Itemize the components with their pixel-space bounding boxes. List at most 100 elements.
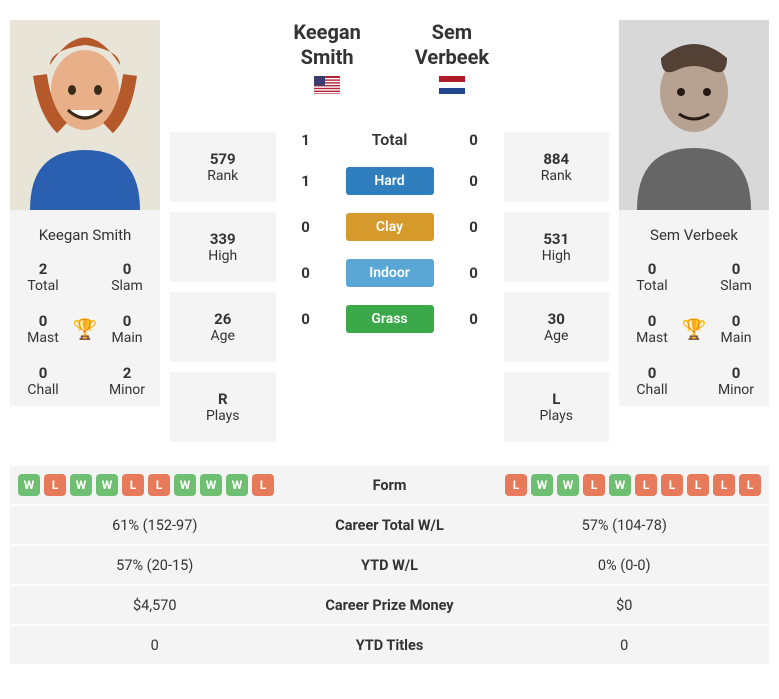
p1-value: $4,570 bbox=[10, 589, 300, 622]
player2-photo[interactable] bbox=[619, 20, 769, 210]
nl-flag-icon bbox=[439, 76, 465, 94]
row-career-total-w-l: 61% (152-97) Career Total W/L 57% (104-7… bbox=[10, 506, 769, 546]
p1-minor: 2Minor bbox=[102, 364, 152, 398]
player1-heading[interactable]: Keegan Smith bbox=[286, 20, 369, 94]
p2-mast: 0Mast bbox=[627, 312, 677, 346]
comparison-table: WLWWLLWWWL Form LWWLWLLLLL 61% (152-97) … bbox=[10, 466, 769, 666]
p1-main: 0Main bbox=[102, 312, 152, 346]
p2-total: 0Total bbox=[627, 260, 677, 294]
p1-chall: 0Chall bbox=[18, 364, 68, 398]
p1-grass-h2h: 0 bbox=[286, 310, 326, 328]
h2h-hard-row: 1 Hard 0 bbox=[286, 167, 494, 195]
form-win-chip[interactable]: W bbox=[18, 474, 40, 496]
row-career-prize-money: $4,570 Career Prize Money $0 bbox=[10, 586, 769, 626]
p1-rank: 579Rank bbox=[170, 132, 276, 202]
p2-grass-h2h: 0 bbox=[454, 310, 494, 328]
p2-total-h2h: 0 bbox=[454, 131, 494, 149]
player1-titles-grid: 2Total 0Slam 0Mast 🏆 0Main 0Chall 2Minor bbox=[18, 260, 152, 398]
form-win-chip[interactable]: W bbox=[531, 474, 553, 496]
h2h-total-row: 1 Total 0 bbox=[286, 130, 494, 149]
form-loss-chip[interactable]: L bbox=[44, 474, 66, 496]
hard-surface-pill[interactable]: Hard bbox=[346, 167, 434, 195]
form-loss-chip[interactable]: L bbox=[739, 474, 761, 496]
row-ytd-titles: 0 YTD Titles 0 bbox=[10, 626, 769, 666]
grass-surface-pill[interactable]: Grass bbox=[346, 305, 434, 333]
p2-hard-h2h: 0 bbox=[454, 172, 494, 190]
player2-name[interactable]: Sem Verbeek bbox=[627, 226, 761, 244]
p2-value: 0 bbox=[480, 629, 770, 662]
form-win-chip[interactable]: W bbox=[609, 474, 631, 496]
p2-high: 531High bbox=[504, 212, 610, 282]
p2-form: LWWLWLLLLL bbox=[480, 466, 770, 504]
p2-value: 57% (104-78) bbox=[480, 509, 770, 542]
player1-title-card: Keegan Smith 2Total 0Slam 0Mast 🏆 0Main … bbox=[10, 210, 160, 406]
p1-high: 339High bbox=[170, 212, 276, 282]
form-loss-chip[interactable]: L bbox=[635, 474, 657, 496]
us-flag-icon bbox=[314, 76, 340, 94]
p1-form: WLWWLLWWWL bbox=[10, 466, 300, 504]
player2-stats-col: 884Rank 531High 30Age LPlays bbox=[504, 132, 610, 442]
p2-plays: LPlays bbox=[504, 372, 610, 442]
p2-chall: 0Chall bbox=[627, 364, 677, 398]
top-section: Keegan Smith 2Total 0Slam 0Mast 🏆 0Main … bbox=[10, 20, 769, 442]
form-loss-chip[interactable]: L bbox=[687, 474, 709, 496]
player2-side: Sem Verbeek 0Total 0Slam 0Mast 🏆 0Main 0… bbox=[619, 20, 769, 406]
h2h-clay-row: 0 Clay 0 bbox=[286, 213, 494, 241]
clay-surface-pill[interactable]: Clay bbox=[346, 213, 434, 241]
trophy-icon: 🏆 bbox=[677, 312, 711, 346]
player1-name[interactable]: Keegan Smith bbox=[18, 226, 152, 244]
row-ytd-w-l: 57% (20-15) YTD W/L 0% (0-0) bbox=[10, 546, 769, 586]
row-label: Form bbox=[300, 469, 480, 502]
p2-slam: 0Slam bbox=[711, 260, 761, 294]
form-strip: LWWLWLLLLL bbox=[484, 474, 766, 496]
form-win-chip[interactable]: W bbox=[226, 474, 248, 496]
player-names-row: Keegan Smith Sem Verbeek bbox=[286, 20, 494, 100]
trophy-icon: 🏆 bbox=[68, 312, 102, 346]
form-strip: WLWWLLWWWL bbox=[14, 474, 296, 496]
player1-photo[interactable] bbox=[10, 20, 160, 210]
person-icon bbox=[619, 20, 769, 210]
row-form: WLWWLLWWWL Form LWWLWLLLLL bbox=[10, 466, 769, 506]
h2h-grass-row: 0 Grass 0 bbox=[286, 305, 494, 333]
p1-plays: RPlays bbox=[170, 372, 276, 442]
row-label: Career Prize Money bbox=[300, 589, 480, 622]
player2-title-card: Sem Verbeek 0Total 0Slam 0Mast 🏆 0Main 0… bbox=[619, 210, 769, 406]
indoor-surface-pill[interactable]: Indoor bbox=[346, 259, 434, 287]
h2h-indoor-row: 0 Indoor 0 bbox=[286, 259, 494, 287]
form-loss-chip[interactable]: L bbox=[583, 474, 605, 496]
player1-side: Keegan Smith 2Total 0Slam 0Mast 🏆 0Main … bbox=[10, 20, 160, 406]
p2-minor: 0Minor bbox=[711, 364, 761, 398]
row-label: Career Total W/L bbox=[300, 509, 480, 542]
p1-hard-h2h: 1 bbox=[286, 172, 326, 190]
p1-age: 26Age bbox=[170, 292, 276, 362]
h2h-total-label: Total bbox=[346, 130, 434, 149]
surface-h2h: 1 Total 0 1 Hard 0 0 Clay 0 0 Indoor 0 0… bbox=[286, 130, 494, 333]
p1-value: 61% (152-97) bbox=[10, 509, 300, 542]
center-h2h: Keegan Smith Sem Verbeek 1 Total 0 bbox=[286, 20, 494, 333]
p1-slam: 0Slam bbox=[102, 260, 152, 294]
row-label: YTD Titles bbox=[300, 629, 480, 662]
p2-main: 0Main bbox=[711, 312, 761, 346]
p2-value: 0% (0-0) bbox=[480, 549, 770, 582]
form-win-chip[interactable]: W bbox=[200, 474, 222, 496]
form-loss-chip[interactable]: L bbox=[661, 474, 683, 496]
form-loss-chip[interactable]: L bbox=[148, 474, 170, 496]
person-icon bbox=[10, 20, 160, 210]
p2-age: 30Age bbox=[504, 292, 610, 362]
form-loss-chip[interactable]: L bbox=[505, 474, 527, 496]
form-win-chip[interactable]: W bbox=[96, 474, 118, 496]
form-win-chip[interactable]: W bbox=[557, 474, 579, 496]
p1-total-h2h: 1 bbox=[286, 131, 326, 149]
form-win-chip[interactable]: W bbox=[70, 474, 92, 496]
player2-heading[interactable]: Sem Verbeek bbox=[410, 20, 493, 94]
form-loss-chip[interactable]: L bbox=[122, 474, 144, 496]
player1-stats-col: 579Rank 339High 26Age RPlays bbox=[170, 132, 276, 442]
form-win-chip[interactable]: W bbox=[174, 474, 196, 496]
p1-total: 2Total bbox=[18, 260, 68, 294]
p1-clay-h2h: 0 bbox=[286, 218, 326, 236]
p2-value: $0 bbox=[480, 589, 770, 622]
form-loss-chip[interactable]: L bbox=[713, 474, 735, 496]
p1-indoor-h2h: 0 bbox=[286, 264, 326, 282]
form-loss-chip[interactable]: L bbox=[252, 474, 274, 496]
player2-titles-grid: 0Total 0Slam 0Mast 🏆 0Main 0Chall 0Minor bbox=[627, 260, 761, 398]
